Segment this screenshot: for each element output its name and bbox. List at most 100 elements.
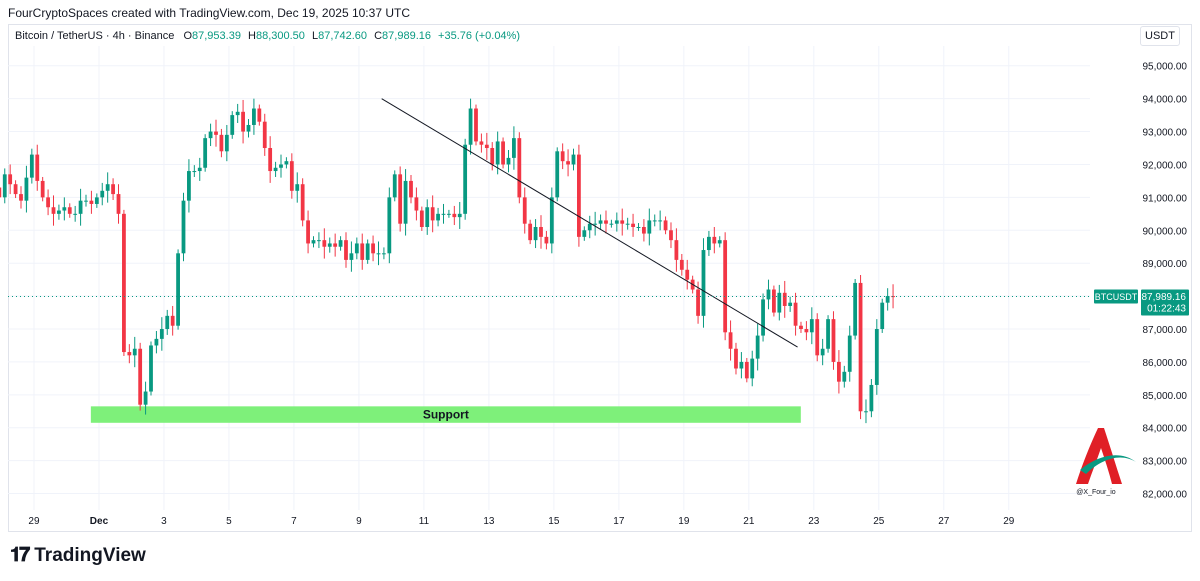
candle (604, 210, 608, 234)
x-tick-label: 9 (356, 516, 362, 527)
candle-body (604, 220, 608, 224)
legend-open-label: O (183, 30, 193, 42)
x-tick-label: Dec (90, 516, 109, 527)
candle-body (744, 361, 749, 379)
candle-body (116, 194, 121, 214)
candle (165, 309, 170, 335)
candle (57, 204, 61, 220)
candle-body (517, 138, 522, 198)
candle (252, 98, 256, 135)
candle-body (484, 144, 489, 149)
candle-body (279, 164, 283, 168)
watermark-handle: @X_Four_io (1076, 489, 1116, 496)
candle (322, 228, 327, 259)
candle (246, 119, 251, 138)
candle (880, 298, 885, 333)
tradingview-logo[interactable]: 𝟏𝟕 TradingView (10, 544, 146, 567)
candle-body (241, 111, 245, 132)
x-tick-label: 21 (743, 516, 755, 527)
candle (19, 186, 23, 209)
candle-body (869, 384, 874, 412)
candle-body (636, 226, 641, 228)
candle (224, 124, 229, 162)
candle-body (777, 292, 782, 313)
symbol-badge (1094, 289, 1138, 304)
candle-body (609, 223, 614, 225)
candle (587, 215, 592, 239)
candle-body (891, 296, 895, 298)
candle-body (35, 154, 40, 181)
candle (533, 219, 538, 249)
candle (78, 188, 83, 226)
candle-body (230, 115, 235, 135)
candle-body (658, 220, 663, 222)
candle (235, 103, 240, 124)
y-tick-label: 86,000.00 (1143, 358, 1188, 369)
candle-body (853, 282, 858, 336)
candle (273, 161, 278, 177)
candle (793, 292, 798, 336)
candle-body (94, 197, 99, 204)
candle (598, 214, 603, 230)
tradingview-logo-icon: 𝟏𝟕 (10, 544, 30, 566)
candle (371, 235, 375, 262)
candle-body (176, 253, 180, 326)
candle (192, 165, 197, 177)
legend-low-value: 87,742.60 (318, 30, 368, 42)
candle-body (598, 220, 603, 224)
candle (208, 123, 213, 147)
candle (734, 342, 738, 375)
candle-body (631, 223, 635, 227)
candle (669, 222, 673, 249)
candle-body (197, 167, 202, 172)
candle-body (224, 134, 229, 152)
candle (387, 187, 392, 264)
candle-body (311, 240, 316, 244)
candle (717, 236, 722, 248)
candle-body (295, 184, 300, 191)
candle-body (441, 213, 446, 215)
candle (452, 205, 457, 226)
resistance-trendline (381, 98, 798, 348)
candle-body (322, 240, 327, 247)
candle-body (219, 134, 224, 152)
candle (441, 203, 446, 224)
x-tick-label: 15 (548, 516, 560, 527)
candle-body (257, 108, 262, 122)
y-tick-label: 82,000.00 (1143, 490, 1188, 501)
candle (241, 99, 245, 144)
candle (0, 187, 2, 198)
x-tick-label: 23 (808, 516, 820, 527)
candle-body (100, 190, 105, 198)
candle (512, 126, 516, 170)
candle (105, 172, 110, 203)
candle-body (815, 319, 820, 356)
y-tick-label: 93,000.00 (1143, 128, 1188, 139)
candle (376, 241, 381, 266)
candle-body (663, 220, 668, 231)
candle-body (344, 240, 348, 260)
candle (409, 174, 413, 204)
candle-body (836, 361, 841, 382)
candle-body (354, 243, 359, 254)
candle-body (593, 223, 598, 225)
candle-body (474, 108, 478, 142)
candle-body (73, 213, 78, 215)
candle-body (820, 348, 825, 356)
x-tick-label: 29 (28, 516, 40, 527)
candle (701, 238, 706, 328)
candle-body (490, 148, 495, 165)
candle (869, 379, 874, 418)
currency-button[interactable]: USDT (1140, 26, 1180, 46)
chart-frame (8, 24, 1192, 532)
candle-body (452, 213, 457, 218)
candle (197, 157, 202, 181)
candle (170, 305, 175, 336)
candle-body (365, 243, 370, 260)
support-layer: Support (90, 406, 801, 423)
candle-body (728, 332, 733, 349)
candle (663, 216, 668, 235)
candle (685, 259, 690, 290)
trend-layer (381, 98, 798, 348)
